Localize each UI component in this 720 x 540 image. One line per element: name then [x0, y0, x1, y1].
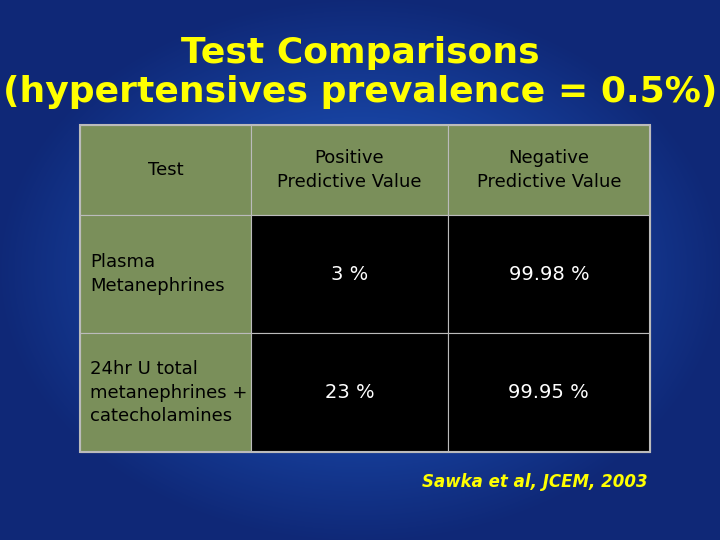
Bar: [448, 215, 650, 333]
Text: Test Comparisons: Test Comparisons: [181, 36, 539, 70]
Text: Test: Test: [148, 161, 184, 179]
Text: 24hr U total
metanephrines +
catecholamines: 24hr U total metanephrines + catecholami…: [90, 360, 248, 425]
Bar: [251, 215, 448, 333]
Bar: [80, 125, 251, 215]
Bar: [448, 333, 650, 452]
Bar: [251, 333, 448, 452]
Bar: [80, 215, 251, 333]
Text: 99.98 %: 99.98 %: [508, 265, 589, 284]
Text: Plasma
Metanephrines: Plasma Metanephrines: [90, 253, 225, 295]
Text: (hypertensives prevalence = 0.5%): (hypertensives prevalence = 0.5%): [3, 75, 717, 109]
Bar: [251, 125, 448, 215]
Text: 23 %: 23 %: [325, 383, 374, 402]
Text: Positive
Predictive Value: Positive Predictive Value: [277, 149, 422, 191]
Text: 3 %: 3 %: [330, 265, 368, 284]
Text: Sawka et al, JCEM, 2003: Sawka et al, JCEM, 2003: [423, 473, 648, 491]
Bar: [80, 125, 650, 452]
Bar: [80, 333, 251, 452]
Text: Negative
Predictive Value: Negative Predictive Value: [477, 149, 621, 191]
Text: 99.95 %: 99.95 %: [508, 383, 589, 402]
Bar: [448, 125, 650, 215]
